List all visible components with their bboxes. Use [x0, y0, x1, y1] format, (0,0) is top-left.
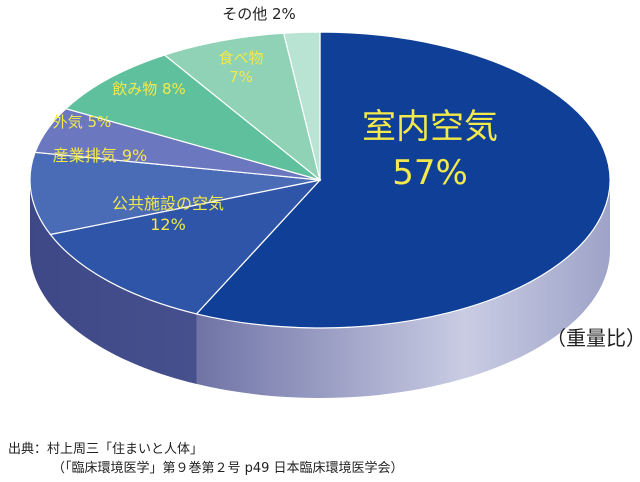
slice-4	[64, 54, 321, 181]
slice-label-6: その他 2%	[222, 5, 296, 23]
pie-top-faces	[29, 31, 611, 329]
slice-label-4: 飲み物 8%	[112, 80, 186, 98]
slice-5	[163, 32, 322, 182]
slice-0	[195, 31, 611, 329]
slice-label-2: 産業排気 9%	[53, 146, 147, 165]
slice-label-5: 食べ物 7%	[218, 49, 263, 86]
slice-label-1: 公共施設の空気 12%	[112, 194, 224, 234]
slice-label-0: 室内空気 57%	[362, 107, 498, 193]
slice-2	[29, 151, 321, 236]
source-line-2: （「臨床環境医学」第９巻第２号 p49 日本臨床環境医学会）	[52, 461, 404, 476]
pie-labels: 室内空気 57% 公共施設の空気 12% 産業排気 9% 外気 5%飲み物 8% 食べ物 7%…	[53, 5, 498, 234]
pie-side-left	[30, 180, 197, 384]
slice-1	[49, 179, 322, 315]
slice-6	[282, 31, 321, 181]
slice-label-3: 外気 5%	[53, 113, 112, 131]
source-line-1: 出典：村上周三「住まいと人体」	[8, 442, 204, 457]
unit-note: （重量比）	[546, 326, 640, 350]
pie-chart: 室内空気 57% 公共施設の空気 12% 産業排気 9% 外気 5%飲み物 8% 食べ物 7%…	[29, 5, 611, 398]
pie-side-wall	[30, 180, 610, 398]
